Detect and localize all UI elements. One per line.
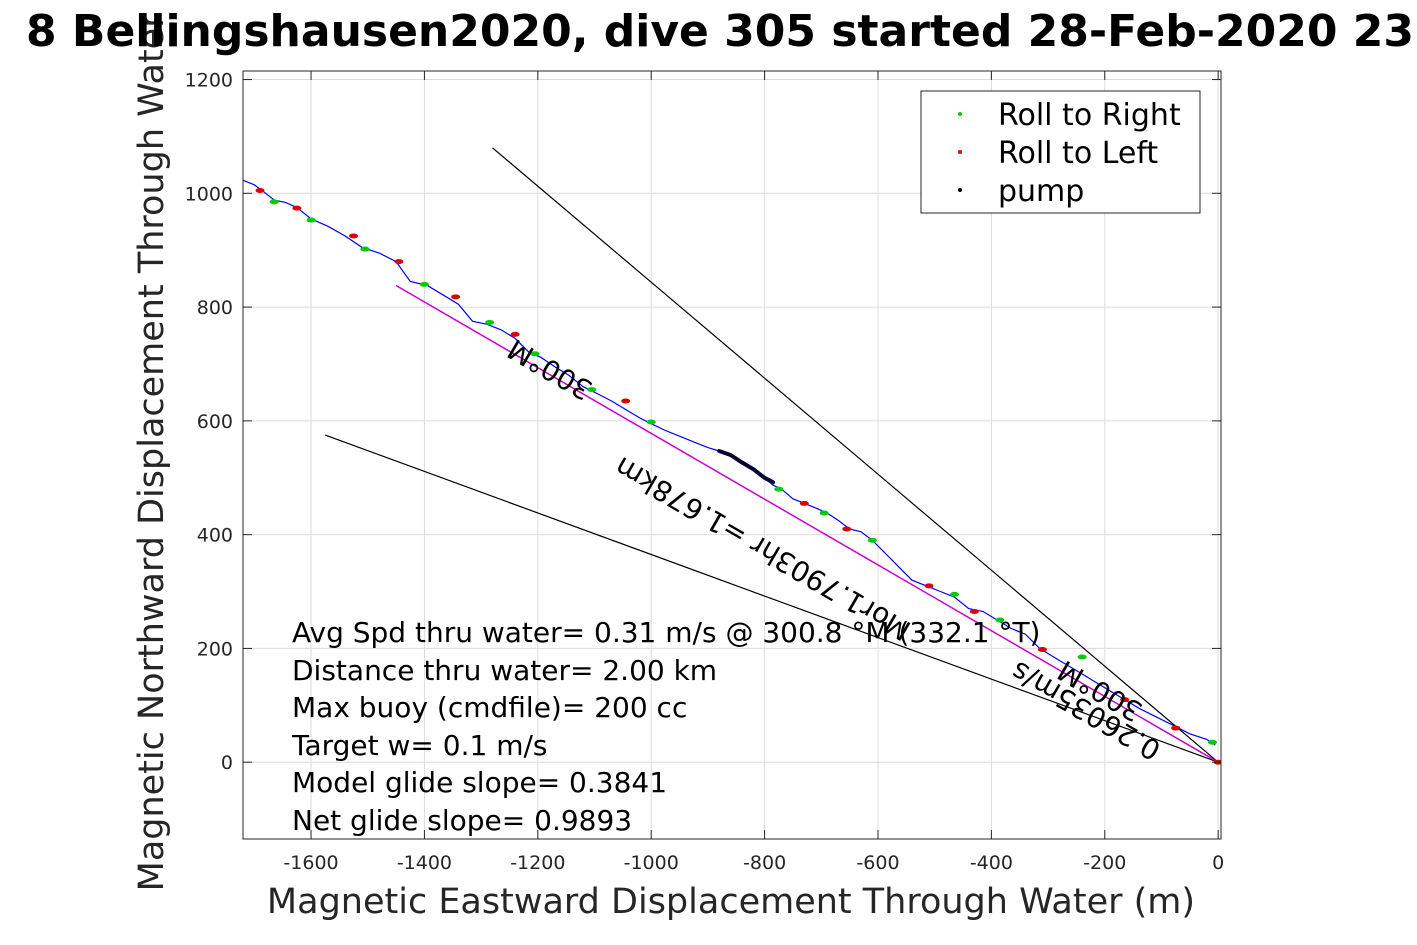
legend-label-roll-right: Roll to Right [998, 98, 1181, 133]
x-tick-label: -400 [970, 852, 1013, 874]
pump-segment [717, 449, 776, 485]
x-tick-label: -200 [1083, 852, 1126, 874]
roll-left-marker [1120, 697, 1130, 703]
x-tick-label: -1400 [397, 852, 452, 874]
annotation-max-buoy: Max buoy (cmdfile)= 200 cc [292, 691, 687, 724]
roll-right-marker [306, 217, 316, 223]
legend: Roll to Right Roll to Left pump [920, 90, 1201, 214]
annotation-distance: Distance thru water= 2.00 km [292, 654, 717, 687]
y-tick-label: 1000 [185, 183, 233, 205]
roll-left-marker [451, 294, 461, 300]
legend-marker-pump [958, 188, 962, 192]
roll-left-marker [394, 259, 404, 265]
ticks: -1600 -1400 -1200 -1000 -800 -600 -400 -200 0 0 20… [185, 70, 1225, 874]
x-tick-label: -1200 [510, 852, 565, 874]
legend-label-roll-left: Roll to Left [998, 136, 1158, 171]
roll-left-marker [799, 500, 809, 506]
grid [243, 71, 1221, 839]
roll-left-marker [255, 187, 265, 193]
legend-box [920, 90, 1201, 214]
y-tick-label: 1200 [185, 70, 233, 92]
roll-left-marker [842, 526, 852, 532]
x-tick-label: -800 [743, 852, 786, 874]
roll-left-marker [349, 233, 359, 239]
roll-right-marker [269, 199, 279, 205]
roll-right-marker [995, 617, 1005, 623]
y-axis-label: Magnetic Northward Displacement Through … [132, 0, 172, 891]
roll-right-marker [646, 419, 656, 425]
roll-right-marker [819, 510, 829, 516]
roll-left-marker [621, 398, 631, 404]
y-tick-label: 800 [197, 297, 233, 319]
roll-left-marker [969, 608, 979, 614]
x-tick-label: 0 [1212, 852, 1224, 874]
roll-right-marker [774, 486, 784, 492]
annotation-net-glide: Net glide slope= 0.9893 [292, 804, 632, 837]
heading-line [395, 284, 1219, 763]
x-axis-label: Magnetic Eastward Displacement Through W… [267, 882, 1195, 922]
reference-line [492, 147, 1219, 763]
x-tick-label: -1600 [283, 852, 338, 874]
roll-right-marker [587, 387, 597, 393]
x-tick-label: -600 [856, 852, 899, 874]
y-tick-label: 400 [197, 525, 233, 547]
legend-marker-roll-right [958, 112, 962, 116]
y-tick-label: 200 [197, 638, 233, 660]
x-tick-label: -1000 [624, 852, 679, 874]
roll-right-marker [530, 351, 540, 357]
y-tick-label: 600 [197, 411, 233, 433]
plot-frame [242, 70, 1222, 840]
roll-left-marker [924, 583, 934, 589]
annotation-avg-speed: Avg Spd thru water= 0.31 m/s @ 300.8 °M … [292, 616, 1040, 649]
legend-label-pump: pump [998, 174, 1084, 209]
annotation-block: Avg Spd thru water= 0.31 m/s @ 300.8 °M … [291, 616, 1040, 837]
reference-line [325, 434, 1219, 763]
roll-right-marker [360, 246, 370, 252]
roll-right-marker [485, 319, 495, 325]
roll-right-marker [1077, 654, 1087, 660]
roll-left-marker [292, 205, 302, 211]
roll-left-marker [1037, 647, 1047, 653]
annotation-model-glide: Model glide slope= 0.3841 [292, 766, 667, 799]
legend-marker-roll-left [958, 150, 962, 154]
roll-right-marker [419, 281, 429, 287]
annotation-target-w: Target w= 0.1 m/s [291, 729, 548, 762]
y-tick-label: 0 [221, 752, 233, 774]
roll-right-marker [867, 537, 877, 543]
roll-left-marker [510, 331, 520, 337]
roll-right-marker [1207, 739, 1217, 745]
chart-title: 8 Bellingshausen2020, dive 305 started 2… [26, 6, 1414, 57]
data-layer [243, 147, 1221, 765]
roll-right-marker [950, 591, 960, 597]
roll-left-marker [1171, 725, 1181, 731]
